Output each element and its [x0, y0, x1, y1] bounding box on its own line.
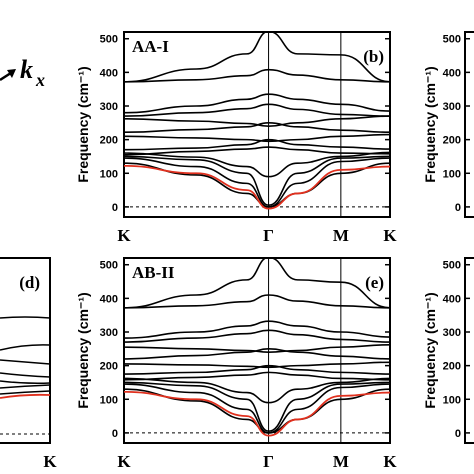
plot-frame — [123, 257, 391, 444]
kx-axis-indicator: k x — [0, 55, 45, 90]
band-group — [124, 32, 390, 210]
plot-frame — [464, 31, 474, 218]
phonon-band — [124, 68, 390, 83]
phonon-band — [124, 371, 390, 381]
phonon-band — [0, 316, 51, 319]
y-tick-label: 0 — [455, 202, 461, 214]
phonon-band — [124, 151, 390, 178]
y-axis-label: Frequency (cm⁻¹) — [422, 66, 438, 182]
band-group — [124, 258, 390, 437]
y-tick-label: 200 — [443, 135, 461, 147]
phonon-band — [124, 361, 390, 369]
x-tick-label: M — [333, 452, 349, 471]
y-tick-label: 400 — [100, 67, 118, 79]
phonon-band-red — [0, 393, 51, 399]
x-tick-label: K — [43, 452, 57, 471]
phonon-band — [124, 115, 390, 127]
panel-letter: (b) — [363, 47, 384, 66]
y-tick-label: 400 — [100, 293, 118, 305]
phonon-band — [124, 122, 390, 134]
phonon-band-red — [124, 390, 390, 437]
panel-e-ab-ii: 0 100 200 300 400 500 K Γ M K Frequency (cm⁻¹) AB-I… — [75, 257, 397, 471]
y-tick-label: 100 — [100, 394, 118, 406]
phonon-band — [124, 388, 390, 434]
phonon-band — [124, 138, 390, 151]
phonon-band — [0, 372, 51, 378]
phonon-band — [0, 380, 51, 384]
y-tick-label: 0 — [455, 428, 461, 440]
y-tick-label: 300 — [100, 327, 118, 339]
y-tick-label: 100 — [100, 168, 118, 180]
panel-d-partial: (d) K — [0, 257, 57, 471]
phonon-band — [124, 146, 390, 156]
phonon-band — [124, 377, 390, 404]
x-tick-label: M — [333, 226, 349, 245]
y-tick-label: 200 — [100, 135, 118, 147]
y-tick-label: 500 — [443, 34, 461, 46]
phonon-band — [124, 258, 390, 309]
panel-name: AB-II — [132, 263, 175, 282]
y-tick-label: 300 — [100, 101, 118, 113]
y-axis-label: Frequency (cm⁻¹) — [75, 292, 91, 408]
y-tick-label: 300 — [443, 327, 461, 339]
y-tick-label: 400 — [443, 293, 461, 305]
y-tick-label: 400 — [443, 67, 461, 79]
phonon-band — [124, 103, 390, 117]
panel-right-top-partial: 0 100 200 300 400 500 Frequency (cm⁻¹) — [422, 31, 474, 218]
phonon-band — [124, 294, 390, 309]
x-tick-label: Γ — [263, 452, 274, 471]
phonon-band — [124, 155, 390, 207]
phonon-band-red — [124, 164, 390, 210]
phonon-band — [124, 162, 390, 208]
panel-right-bottom-partial: 0 100 200 300 400 500 Frequency (cm⁻¹) — [422, 257, 474, 444]
y-axis-label: Frequency (cm⁻¹) — [422, 292, 438, 408]
panel-name: AA-I — [132, 37, 169, 56]
phonon-band — [124, 364, 390, 375]
y-tick-label: 200 — [443, 361, 461, 373]
panel-letter: (e) — [365, 273, 384, 292]
plot-frame — [464, 257, 474, 444]
phonon-band — [0, 384, 51, 389]
x-tick-label: K — [117, 452, 131, 471]
y-tick-label: 500 — [100, 260, 118, 272]
phonon-band — [0, 390, 51, 395]
phonon-band — [124, 133, 390, 143]
phonon-band — [124, 329, 390, 343]
plot-frame — [0, 257, 51, 444]
phonon-band — [124, 348, 390, 360]
y-tick-label: 0 — [112, 428, 118, 440]
phonon-band — [124, 381, 390, 433]
y-tick-label: 200 — [100, 361, 118, 373]
y-tick-label: 0 — [112, 202, 118, 214]
panel-letter: (d) — [19, 273, 40, 292]
kx-arrow-head — [7, 69, 16, 78]
y-axis-label: Frequency (cm⁻¹) — [75, 66, 91, 182]
phonon-band — [124, 32, 390, 83]
y-tick-label: 500 — [100, 34, 118, 46]
phonon-band — [124, 93, 390, 114]
y-tick-label: 100 — [443, 168, 461, 180]
plot-frame — [123, 31, 391, 218]
x-tick-label: K — [117, 226, 131, 245]
panel-b-aa-i: 0 100 200 300 400 500 K Γ M K Frequency (cm⁻¹) AA-I… — [75, 31, 397, 245]
y-tick-label: 300 — [443, 101, 461, 113]
phonon-band — [124, 320, 390, 339]
x-tick-label: K — [383, 226, 397, 245]
kx-label-sub: x — [35, 70, 45, 90]
y-tick-label: 500 — [443, 260, 461, 272]
phonon-band — [0, 359, 51, 365]
phonon-band — [0, 344, 51, 351]
phonon-band — [124, 343, 390, 353]
x-tick-label: K — [383, 452, 397, 471]
kx-label-main: k — [20, 55, 33, 84]
x-tick-label: Γ — [263, 226, 274, 245]
y-tick-label: 100 — [443, 394, 461, 406]
